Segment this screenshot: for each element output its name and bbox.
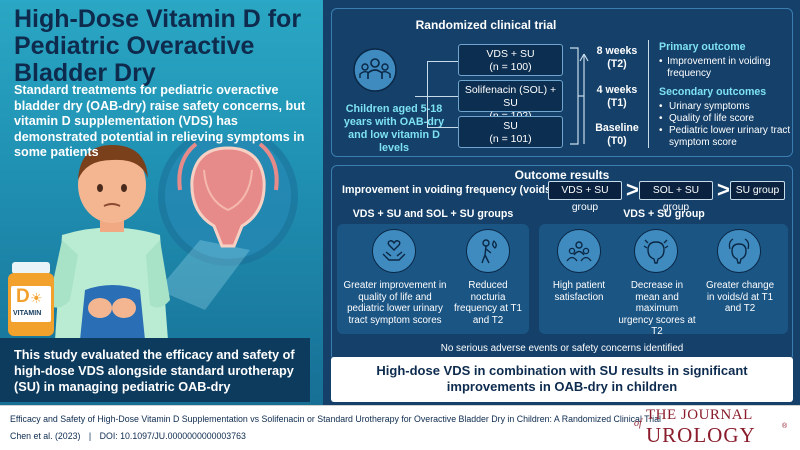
nocturia-person-icon xyxy=(466,229,510,273)
timepoint-baseline: Baseline (T0) xyxy=(595,122,639,147)
right-item-2-text: Decrease in mean and maximum urgency sco… xyxy=(618,280,696,337)
rank-3: SU group xyxy=(730,181,785,200)
secondary-outcome-list: • Urinary symptoms • Quality of life score… xyxy=(659,101,791,148)
results-header: Outcome results xyxy=(514,168,610,182)
child-illustration xyxy=(48,140,298,340)
primary-outcome-title: Primary outcome xyxy=(659,41,746,53)
citation-doi: DOI: 10.1097/JU.0000000000003763 xyxy=(99,431,246,441)
group-icon xyxy=(557,229,601,273)
right-item-3-text: Greater change in voids/d at T1 and T2 xyxy=(705,280,775,314)
primary-outcome-item: • Improvement in voiding frequency xyxy=(659,56,771,79)
arm-sol-su: Solifenacin (SOL) + SU (n = 102) xyxy=(458,80,563,122)
right-group-title: VDS + SU group xyxy=(623,208,705,220)
greater-than: > xyxy=(626,177,639,202)
left-panel: D ☀ VITAMIN xyxy=(0,0,323,405)
rank-1: VDS + SU group xyxy=(548,181,622,213)
trial-header: Randomized clinical trial xyxy=(415,18,557,32)
citation-title: Efficacy and Safety of High-Dose Vitamin… xyxy=(10,414,661,424)
vitamin-bottle: D ☀ VITAMIN xyxy=(8,262,54,336)
timepoint-8wk: 8 weeks (T2) xyxy=(596,45,638,70)
voiding-frequency-label: Improvement in voiding frequency (voids/… xyxy=(342,184,568,196)
study-summary-box: This study evaluated the efficacy and sa… xyxy=(0,338,310,402)
conclusion-box: High-dose VDS in combination with SU res… xyxy=(331,357,793,402)
rank-2: SOL + SU group xyxy=(639,181,713,213)
bottle-letter: D xyxy=(16,286,30,307)
page-title: High-Dose Vitamin D for Pediatric Overac… xyxy=(14,5,302,87)
footer xyxy=(0,405,800,450)
bladder-icon xyxy=(717,229,761,273)
sun-icon: ☀ xyxy=(30,290,43,306)
left-group-title: VDS + SU and SOL + SU groups xyxy=(352,208,514,220)
divider xyxy=(648,40,649,148)
study-summary: This study evaluated the efficacy and sa… xyxy=(14,348,295,394)
people-icon xyxy=(353,48,397,92)
left-item-2-text: Reduced nocturia frequency at T1 and T2 xyxy=(454,280,522,326)
conclusion: High-dose VDS in combination with SU res… xyxy=(376,363,748,394)
secondary-outcome-title: Secondary outcomes xyxy=(659,86,767,98)
intro-text: Standard treatments for pediatric overac… xyxy=(14,83,306,159)
right-item-1-text: High patient satisfaction xyxy=(552,280,606,303)
timeline-bracket xyxy=(570,47,589,145)
trial-box xyxy=(331,8,793,157)
left-item-1-text: Greater improvement in quality of life a… xyxy=(343,280,447,326)
timepoint-4wk: 4 weeks (T1) xyxy=(596,84,638,109)
heart-hands-icon xyxy=(372,229,416,273)
population-text: Children aged 5-18 years with OAB-dry an… xyxy=(343,103,445,154)
journal-logo: of THE JOURNAL UROLOGY ® xyxy=(634,407,788,447)
bottle-label: VITAMIN xyxy=(13,310,42,317)
safety-note: No serious adverse events or safety conc… xyxy=(440,343,684,354)
connector xyxy=(427,61,428,127)
arm-vds-su: VDS + SU (n = 100) xyxy=(458,44,563,76)
citation-authors: Chen et al. (2023) xyxy=(10,431,81,441)
arm-su: SU (n = 101) xyxy=(458,116,563,148)
bladder-urgency-icon xyxy=(634,229,678,273)
citation-line: Chen et al. (2023) | DOI: 10.1097/JU.000… xyxy=(10,431,246,441)
greater-than: > xyxy=(717,177,730,202)
